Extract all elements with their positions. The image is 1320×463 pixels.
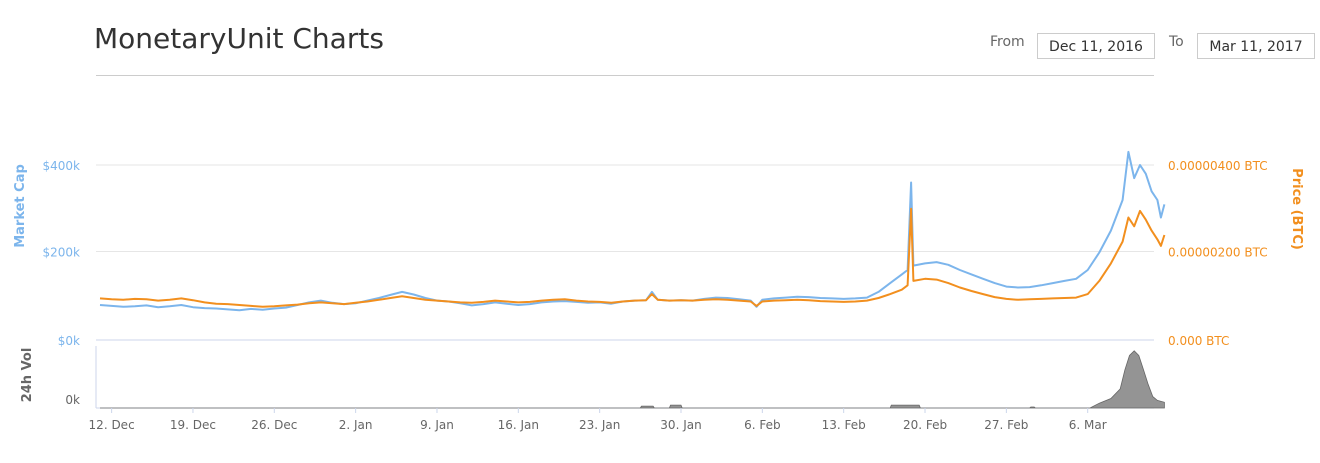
axes: $0k $200k $400k 0.000 BTC 0.00000200 BTC 0.00…	[13, 159, 1304, 432]
grid-lines	[95, 164, 1154, 409]
right-tick-label: 0.000 BTC	[1168, 334, 1229, 348]
x-tick-label: 6. Feb	[744, 418, 781, 432]
from-date-input[interactable]: Dec 11, 2016	[1037, 33, 1155, 59]
x-tick-label: 12. Dec	[89, 418, 135, 432]
x-tick-label: 6. Mar	[1069, 418, 1107, 432]
left-tick-label: $400k	[43, 159, 81, 173]
volume-tick-label: 0k	[65, 393, 80, 407]
left-tick-label: $0k	[58, 334, 80, 348]
title-divider	[96, 75, 1154, 76]
from-label: From	[990, 34, 1025, 50]
left-axis-label: Market Cap	[13, 164, 28, 248]
x-tick-label: 19. Dec	[170, 418, 216, 432]
x-tick-label: 30. Jan	[660, 418, 701, 432]
x-tick-label: 20. Feb	[903, 418, 947, 432]
x-tick-label: 9. Jan	[420, 418, 454, 432]
x-tick-label: 2. Jan	[339, 418, 373, 432]
market-cap-line	[99, 150, 1166, 312]
left-tick-label: $200k	[43, 246, 81, 260]
volume-axis-label: 24h Vol	[20, 348, 35, 403]
x-tick-label: 13. Feb	[822, 418, 866, 432]
volume-panel	[100, 350, 1165, 409]
volume-area	[100, 350, 1165, 409]
x-tick-label: 16. Jan	[498, 418, 539, 432]
x-tick-label: 27. Feb	[984, 418, 1028, 432]
right-tick-label: 0.00000400 BTC	[1168, 159, 1268, 173]
price-line	[99, 207, 1166, 308]
right-tick-label: 0.00000200 BTC	[1168, 246, 1268, 260]
series-lines	[99, 150, 1166, 312]
x-tick-label: 26. Dec	[251, 418, 297, 432]
chart-title: MonetaryUnit Charts	[94, 22, 384, 55]
to-label: To	[1169, 34, 1184, 50]
to-date-input[interactable]: Mar 11, 2017	[1197, 33, 1315, 59]
x-tick-label: 23. Jan	[579, 418, 620, 432]
right-axis-label: Price (BTC)	[1289, 168, 1304, 250]
